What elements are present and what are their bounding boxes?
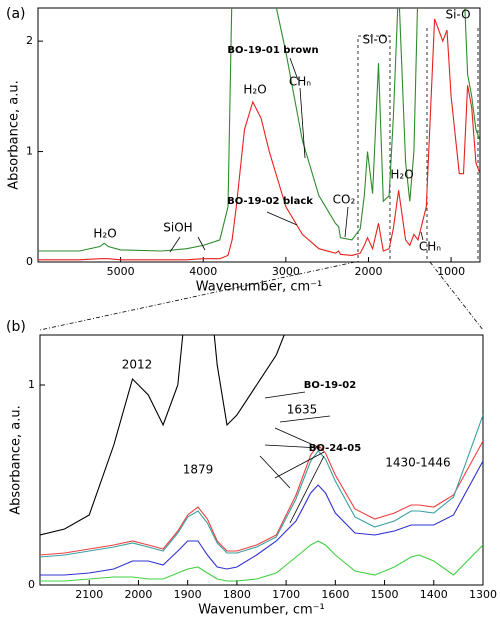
annotation-arrow (266, 211, 298, 226)
x-tick-label: 1800 (223, 588, 251, 601)
y-axis-label: Absorbance, a.u. (9, 405, 24, 515)
annotation-arrow (344, 206, 349, 238)
annotation: 1430-1446 (385, 456, 450, 470)
plot-frame (37, 7, 481, 263)
annotation: Si-O (445, 8, 470, 22)
series-line (40, 460, 483, 576)
x-tick-label: 1000 (437, 265, 465, 278)
panel-label: (a) (6, 6, 26, 22)
annotation: H₂O (390, 168, 413, 182)
annotation-arrow (299, 87, 306, 159)
annotation: 2012 (122, 358, 153, 372)
x-tick-label: 5000 (107, 265, 135, 278)
series-line (40, 414, 483, 558)
y-tick-label: 1 (26, 145, 33, 158)
x-tick-label: 1900 (174, 588, 202, 601)
y-tick-label: 0 (28, 578, 35, 591)
annotation-arrow (289, 57, 299, 81)
series-line (40, 440, 483, 556)
y-axis-label: Absorbance, a.u. (7, 80, 22, 190)
annotation: 1879 (183, 463, 214, 477)
annotation: BO-19-02 black (227, 196, 313, 207)
series-line (38, 8, 480, 252)
y-tick-label: 2 (26, 34, 33, 47)
annotation: H₂O (93, 227, 116, 241)
annotation-arrow (279, 415, 331, 423)
annotation-arrow (264, 391, 306, 399)
series-line (38, 18, 480, 261)
annotation-arrow (264, 444, 321, 449)
annotation: CHₙ (419, 240, 441, 254)
x-tick-label: 1300 (469, 588, 497, 601)
x-tick-label: 1600 (321, 588, 349, 601)
annotation-arrow (169, 236, 181, 253)
x-tick-label: 2000 (354, 265, 382, 278)
x-tick-label: 4000 (189, 265, 217, 278)
annotation-arrow (274, 451, 325, 479)
plot-frame (39, 334, 484, 586)
plot-area (38, 8, 480, 261)
annotation: H₂O (243, 83, 266, 97)
annotation: SiOH (163, 221, 192, 235)
annotation-arrow (274, 427, 321, 449)
annotation: BO-24-05 (309, 443, 361, 454)
x-tick-label: 2000 (124, 588, 152, 601)
annotation: CHₙ (289, 75, 311, 89)
annotation: BO-19-01 brown (227, 45, 318, 56)
x-axis-label: Wavenumber, cm⁻¹ (196, 280, 323, 295)
x-tick-label: 1500 (371, 588, 399, 601)
annotation: CO₂ (333, 193, 356, 207)
annotation: 1635 (287, 403, 318, 417)
annotation: BO-19-02 (304, 380, 356, 391)
plot-area (40, 335, 483, 582)
annotation-arrow (259, 455, 291, 489)
y-tick-label: 1 (28, 378, 35, 391)
annotation-arrow (289, 455, 325, 524)
panel-label: (b) (6, 319, 26, 335)
annotation-arrow (420, 231, 424, 241)
x-tick-label: 2100 (75, 588, 103, 601)
series-line (40, 335, 285, 536)
x-tick-label: 1400 (420, 588, 448, 601)
decor (39, 28, 484, 331)
x-axis-label: Wavenumber, cm⁻¹ (198, 603, 325, 618)
annotation-arrow (197, 236, 206, 251)
x-tick-label: 1700 (272, 588, 300, 601)
y-tick-label: 0 (26, 255, 33, 268)
series-line (40, 540, 483, 582)
x-tick-label: 3000 (272, 265, 300, 278)
annotation: Si-O (362, 33, 387, 47)
